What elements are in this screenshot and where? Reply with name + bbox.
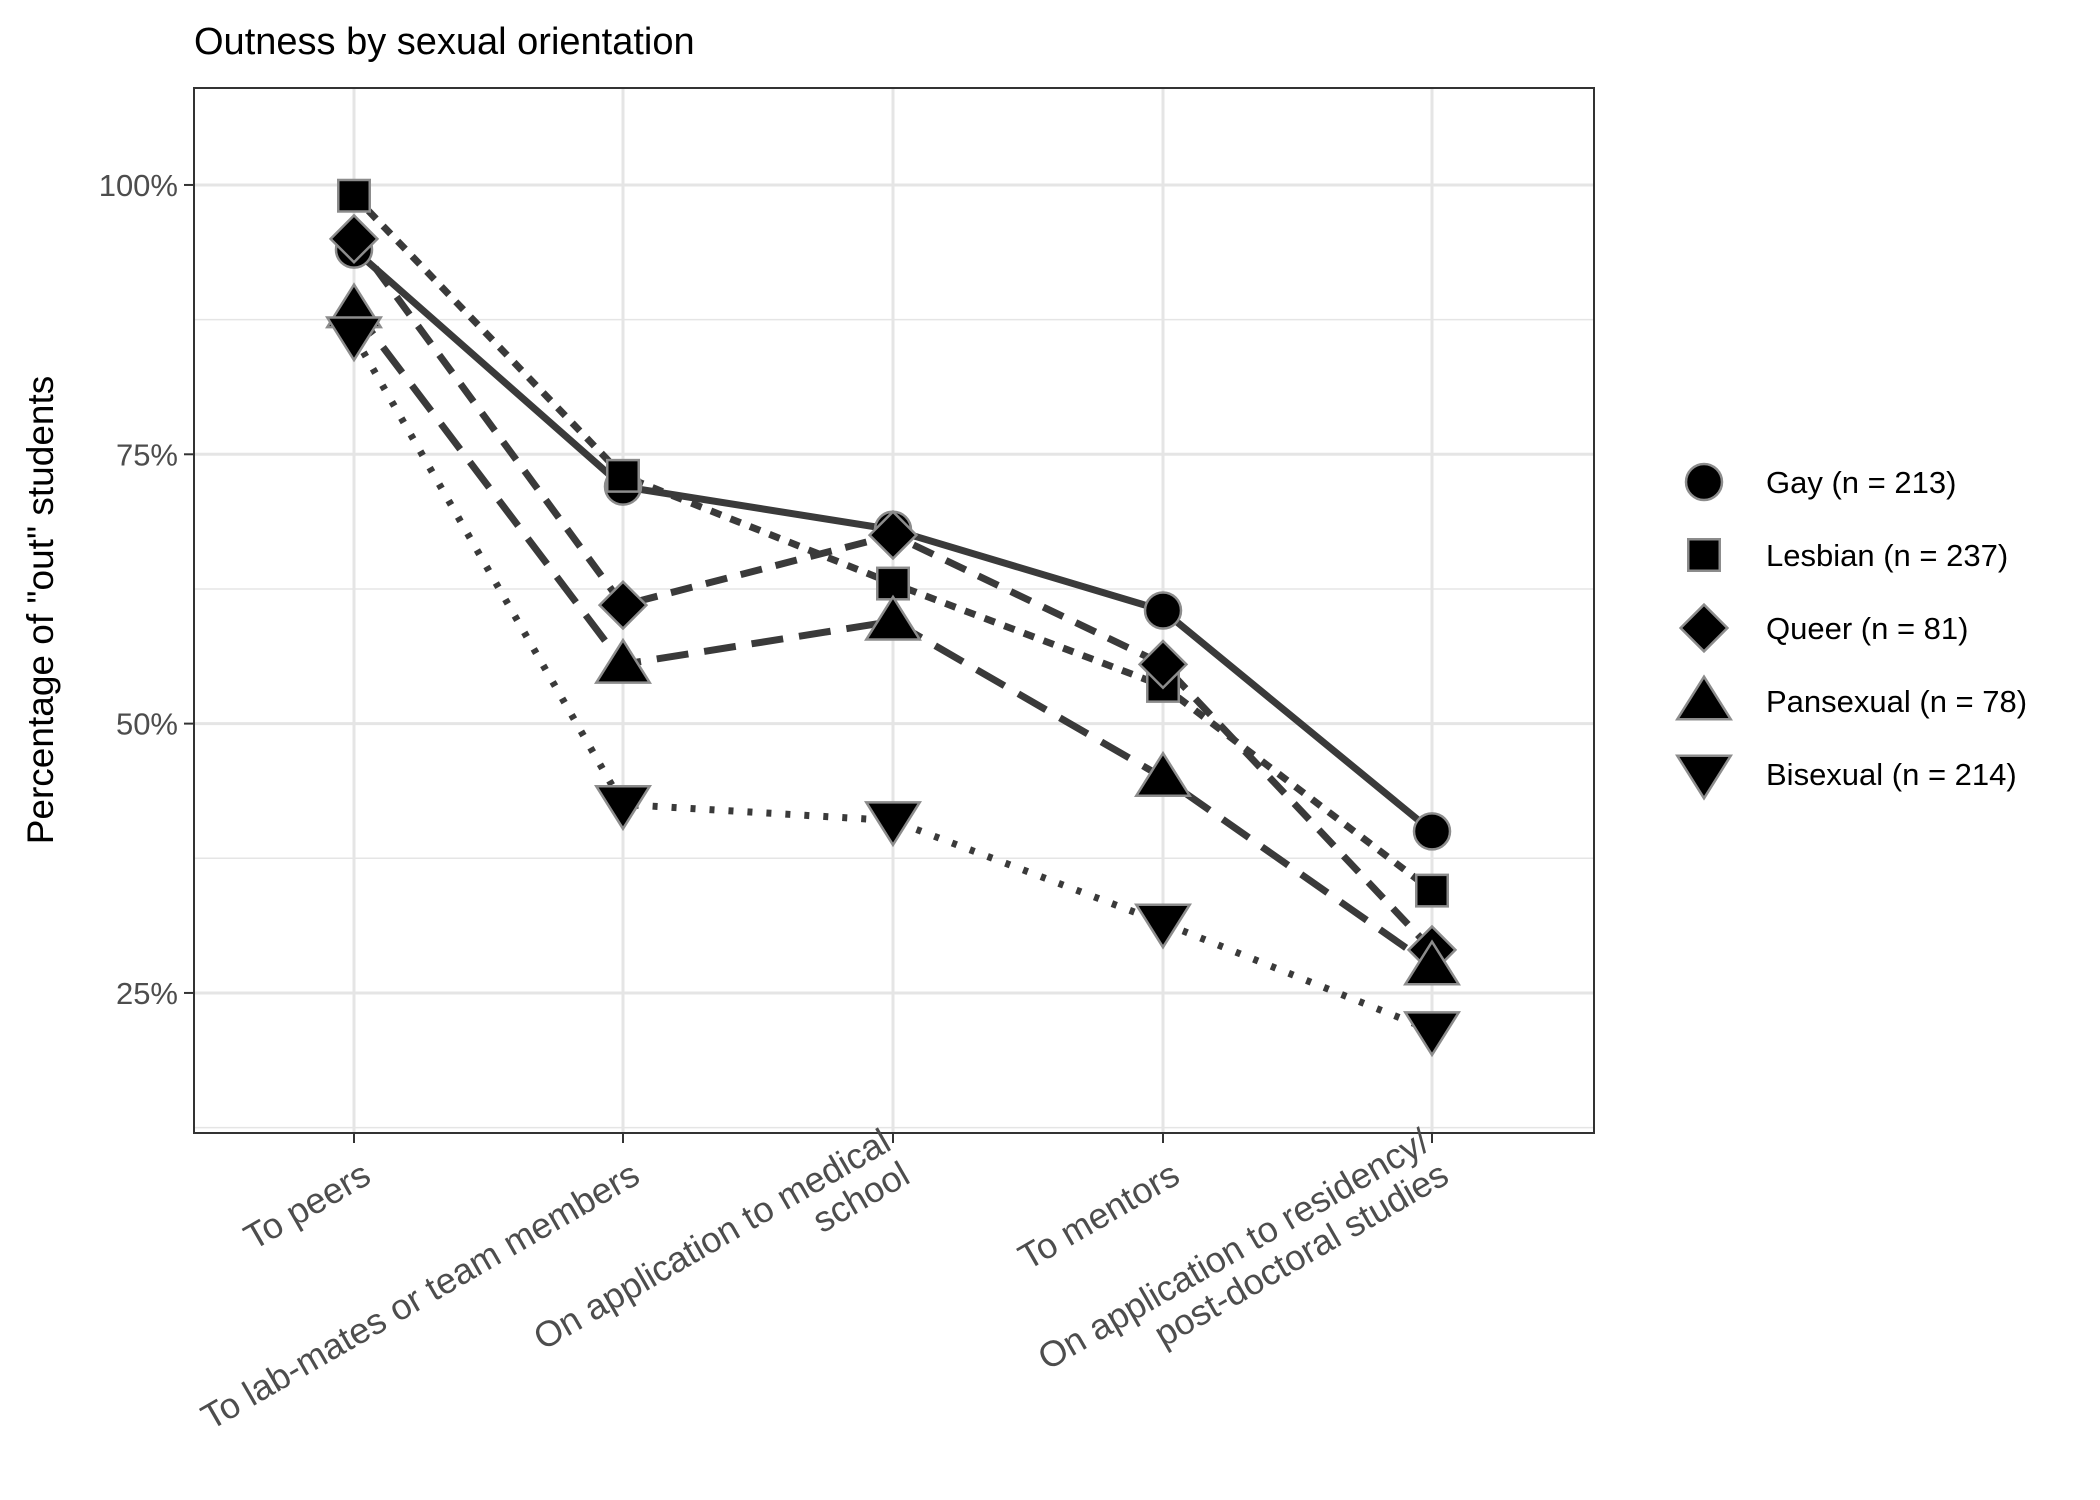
- series-line-triangle-up: [351, 306, 1435, 969]
- legend-label: Queer (n = 81): [1766, 611, 1968, 646]
- data-point-triangle-down: [594, 784, 652, 832]
- chart-title: Outness by sexual orientation: [194, 21, 695, 63]
- legend-label: Pansexual (n = 78): [1766, 684, 2027, 719]
- data-point-diamond: [328, 213, 380, 264]
- y-tick-label: 25%: [116, 976, 178, 1011]
- data-point-square: [876, 566, 910, 601]
- data-point-triangle-down: [325, 316, 383, 363]
- data-point-diamond: [1137, 639, 1189, 690]
- legend: Gay (n = 213) Lesbian (n = 237) Queer (n =…: [1675, 462, 2027, 801]
- legend-item: Bisexual (n = 214): [1675, 754, 2017, 801]
- data-point-triangle-down: [1134, 903, 1192, 950]
- x-tick-label-line: On application to residency/: [1031, 1120, 1436, 1378]
- data-point-triangle-down: [864, 801, 922, 848]
- legend-marker-triangle-up: [1675, 674, 1733, 721]
- data-point-diamond: [597, 579, 649, 631]
- data-point-triangle-up: [1134, 750, 1192, 797]
- y-tick-label: 50%: [116, 707, 178, 742]
- y-tick-label: 100%: [99, 168, 178, 203]
- data-point-triangle-up: [1403, 939, 1461, 986]
- data-point-diamond: [867, 509, 919, 561]
- legend-marker-triangle-down: [1675, 754, 1733, 801]
- x-tick-label: To mentors: [1011, 1153, 1186, 1278]
- y-axis: 25% 50% 75% 100%: [99, 168, 194, 1011]
- x-tick-label-line: On application to medical: [526, 1120, 897, 1358]
- data-point-square: [337, 178, 371, 213]
- legend-item: Gay (n = 213): [1684, 462, 1956, 502]
- x-tick-label: To peers: [237, 1153, 377, 1258]
- series-markers: [325, 178, 1461, 1058]
- legend-marker-diamond: [1678, 602, 1730, 654]
- data-point-triangle-down: [1403, 1011, 1461, 1058]
- x-tick-label-line: To peers: [237, 1153, 377, 1258]
- legend-marker-square: [1687, 538, 1721, 572]
- legend-item: Queer (n = 81): [1678, 602, 1968, 654]
- legend-label: Bisexual (n = 214): [1766, 757, 2017, 792]
- legend-item: Lesbian (n = 237): [1687, 538, 2008, 573]
- y-axis-label: Percentage of "out" students: [20, 376, 61, 845]
- data-point-circle: [1412, 812, 1452, 851]
- data-point-triangle-up: [594, 637, 652, 684]
- x-tick-label: On application to residency/post-doctora…: [1031, 1120, 1455, 1378]
- y-tick-label: 75%: [116, 437, 178, 472]
- data-point-circle: [1143, 591, 1183, 630]
- data-point-square: [1415, 873, 1449, 908]
- legend-item: Pansexual (n = 78): [1675, 674, 2027, 721]
- legend-marker-circle: [1684, 462, 1724, 502]
- data-point-triangle-up: [864, 594, 922, 641]
- legend-label: Gay (n = 213): [1766, 465, 1956, 500]
- data-point-square: [606, 458, 640, 493]
- x-tick-label-line: To mentors: [1011, 1153, 1186, 1278]
- legend-label: Lesbian (n = 237): [1766, 538, 2008, 573]
